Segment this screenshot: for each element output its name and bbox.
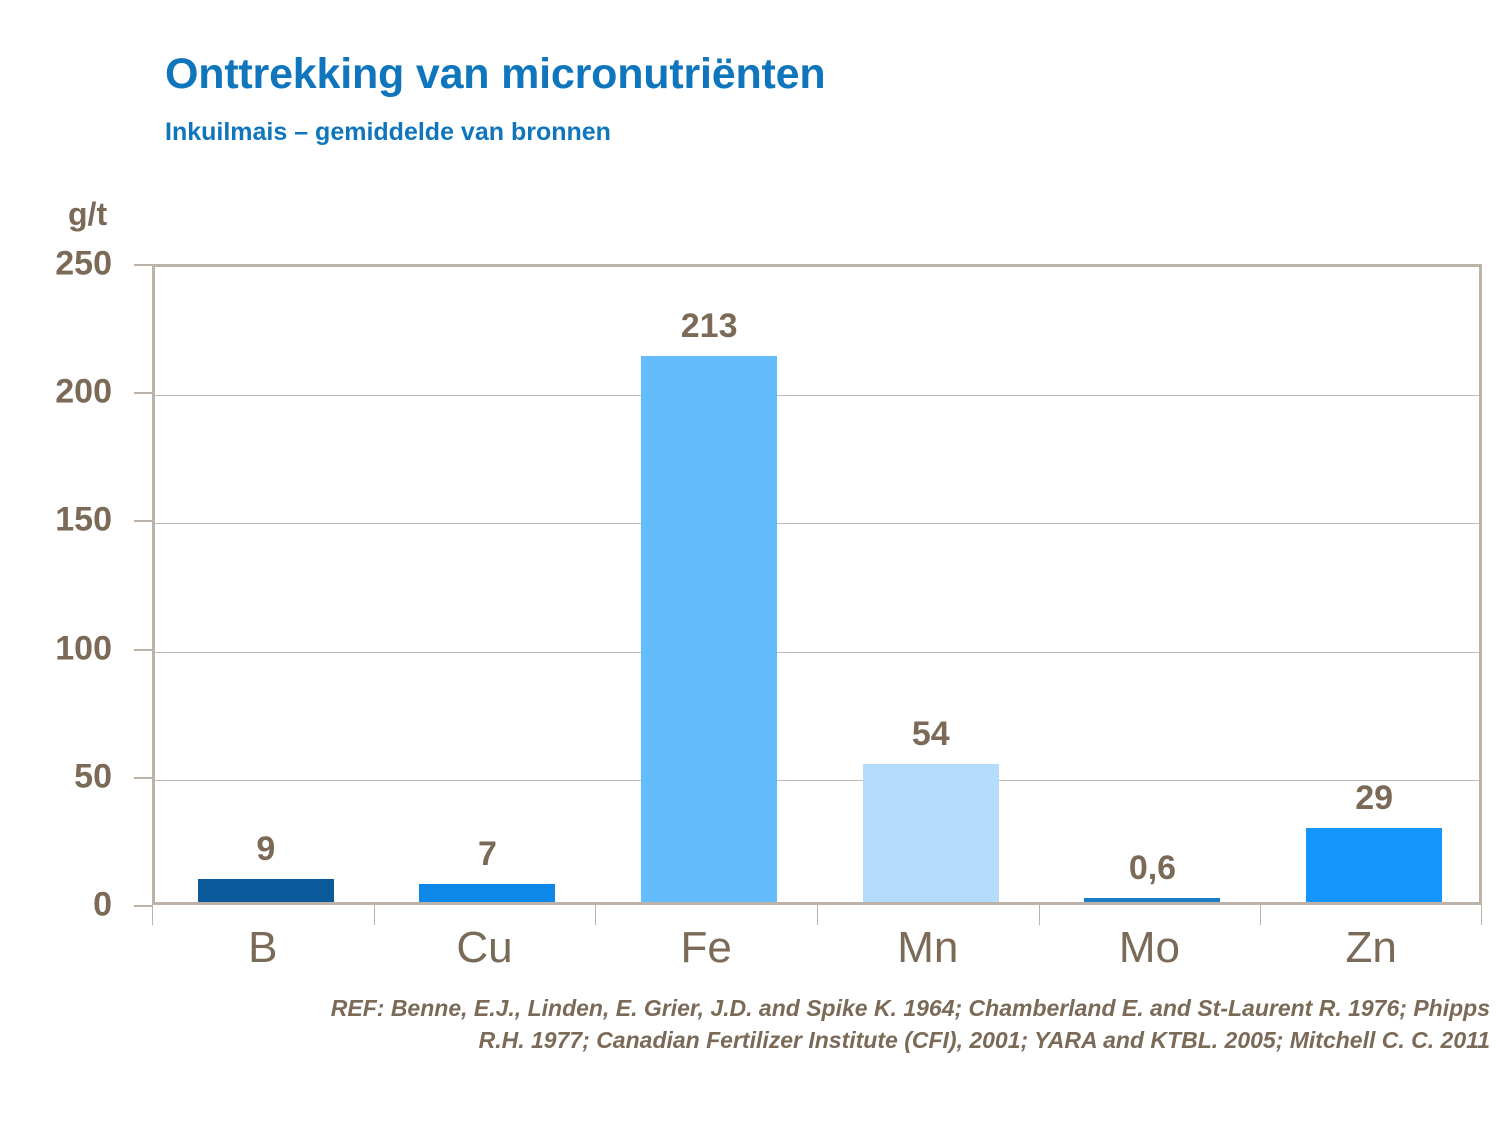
bar-value-label-fe: 213 [680,306,738,345]
y-axis-tick-label: 0 [93,885,112,924]
y-axis-tick-label: 100 [55,629,112,668]
y-axis-tick-label: 200 [55,372,112,411]
bar-cu[interactable] [419,884,556,902]
reference-line-1: REF: Benne, E.J., Linden, E. Grier, J.D.… [330,995,1490,1021]
bar-slot-cu: 7 [377,267,599,902]
x-axis-label-cu: Cu [456,923,513,972]
bar-slot-mo: 0,6 [1042,267,1264,902]
bar-slot-b: 9 [155,267,377,902]
y-axis-tick-mark [134,392,152,395]
y-axis-tick-mark [134,905,152,907]
bar-value-label-mn: 54 [911,714,950,753]
plot-area: 9 7 213 54 0,6 29 [152,264,1482,905]
bar-value-label-zn: 29 [1355,778,1394,817]
x-axis-tick-mark [1481,905,1482,925]
y-axis-tick-mark [134,648,152,651]
reference-note: REF: Benne, E.J., Linden, E. Grier, J.D.… [190,993,1490,1056]
y-axis-tick-label: 50 [74,757,112,796]
bar-value-label-b: 9 [256,829,276,868]
gridline [155,395,1479,397]
x-axis-tick-mark [1038,905,1040,925]
bar-value-label-mo: 0,6 [1128,849,1177,887]
bar-zn[interactable] [1306,827,1443,902]
x-axis-label-fe: Fe [680,923,732,972]
x-axis: B Cu Fe Mn Mo Zn [152,905,1482,983]
x-axis-tick-mark [595,905,597,925]
gridline [155,779,1479,781]
y-axis-tick-mark [134,776,152,779]
x-axis-label-b: B [248,923,278,972]
bar-slot-mn: 54 [820,267,1042,902]
x-axis-tick-mark [373,905,375,925]
y-axis-unit-label: g/t [68,196,108,232]
y-axis-tick-mark [134,520,152,523]
bar-slot-zn: 29 [1263,267,1485,902]
page-subtitle: Inkuilmais – gemiddelde van bronnen [165,118,611,146]
gridline [155,651,1479,653]
bar-value-label-cu: 7 [477,835,497,874]
x-axis-label-zn: Zn [1345,923,1397,972]
x-axis-label-mn: Mn [897,923,959,972]
y-axis-tick-label: 150 [55,500,112,539]
bar-slot-fe: 213 [598,267,820,902]
bar-mn[interactable] [862,763,999,902]
gridline [155,523,1479,525]
page-title: Onttrekking van micronutriënten [165,50,826,98]
bar-b[interactable] [197,878,334,902]
bar-fe[interactable] [641,355,778,902]
x-axis-tick-mark [817,905,818,925]
y-axis-tick-mark [134,264,152,266]
bar-mo[interactable] [1084,898,1221,902]
x-axis-label-mo: Mo [1118,923,1181,972]
x-axis-tick-mark [1260,905,1262,925]
x-axis-tick-mark [152,905,153,925]
y-axis-tick-label: 250 [55,244,112,283]
reference-line-2: R.H. 1977; Canadian Fertilizer Institute… [478,1026,1490,1053]
